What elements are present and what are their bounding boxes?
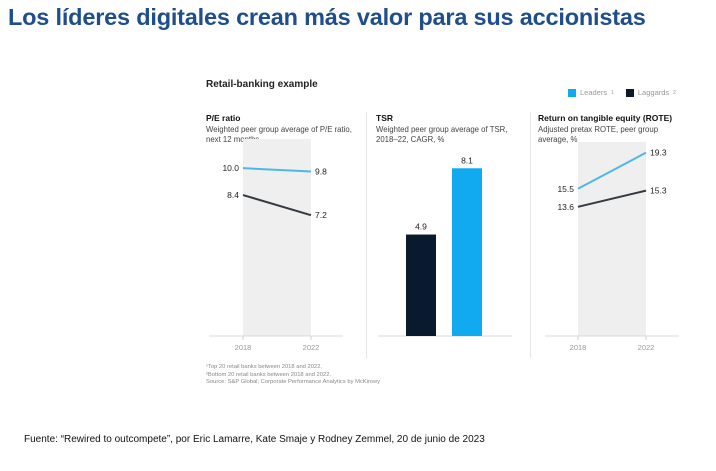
panel-title-tsr: TSR <box>376 113 393 123</box>
legend-item-leaders: Leaders 1 <box>568 88 614 97</box>
chart-0-data-label-laggards-2022: 7.2 <box>315 210 327 220</box>
legend-label-leaders: Leaders <box>580 88 608 97</box>
footnote-2: ²Bottom 20 retail banks between 2018 and… <box>206 371 332 378</box>
chart-0-line-laggards <box>242 194 312 217</box>
chart-1-bar-leaders <box>452 168 482 336</box>
footnotes: ¹Top 20 retail banks between 2018 and 20… <box>206 364 380 387</box>
chart-2-data-label-leaders-2018: 15.5 <box>557 184 574 194</box>
figure-heading: Retail-banking example <box>206 79 318 90</box>
chart-2-data-label-laggards-2018: 13.6 <box>557 202 574 212</box>
panel-subtitle-rote: Adjusted pretax ROTE, peer group average… <box>538 125 659 144</box>
chart-0-line-leaders <box>242 167 312 173</box>
chart-0-data-label-laggards-2018: 8.4 <box>227 190 239 200</box>
chart-1-bar-laggards <box>406 234 436 336</box>
chart-1-data-label-laggards: 4.9 <box>415 222 427 232</box>
panel-title-rote: Return on tangible equity (ROTE) <box>538 113 673 123</box>
chart-0-data-label-leaders-2022: 9.8 <box>315 167 327 177</box>
legend-swatch-laggards <box>625 88 634 97</box>
chart-0-data-label-leaders-2018: 10.0 <box>222 163 239 173</box>
chart-2-line-laggards <box>577 189 647 208</box>
page-title: Los líderes digitales crean más valor pa… <box>8 4 646 30</box>
chart-2-data-label-laggards-2022: 15.3 <box>650 186 667 196</box>
panel-divider <box>366 112 367 358</box>
legend: Leaders 1 Laggards 2 <box>568 88 676 97</box>
panel-subtitle-tsr: Weighted peer group average of TSR, 2018… <box>376 125 508 144</box>
panel-subtitle-pe: Weighted peer group average of P/E ratio… <box>206 125 352 144</box>
chart-2-data-label-leaders-2022: 19.3 <box>650 148 667 158</box>
chart-2-line-leaders <box>577 151 647 190</box>
chart-0-x-tick-label: 2018 <box>235 343 252 352</box>
source-citation: Fuente: “Rewired to outcompete”, por Eri… <box>24 434 485 445</box>
footnote-source: Source: S&P Global; Corporate Performanc… <box>206 379 381 385</box>
chart-2-x-tick-label: 2018 <box>570 343 587 352</box>
legend-swatch-leaders <box>568 88 576 97</box>
chart-0-x-tick-label: 2022 <box>303 343 320 352</box>
legend-label-laggards: Laggards <box>637 88 670 97</box>
panel-title-pe: P/E ratio <box>206 113 241 123</box>
footnote-1: ¹Top 20 retail banks between 2018 and 20… <box>206 364 323 370</box>
chart-1-data-label-leaders: 8.1 <box>461 155 473 165</box>
legend-item-laggards: Laggards 2 <box>625 88 676 97</box>
chart-2-x-tick-label: 2022 <box>638 343 655 352</box>
panel-divider <box>530 112 531 358</box>
chart-2-band <box>578 142 646 336</box>
